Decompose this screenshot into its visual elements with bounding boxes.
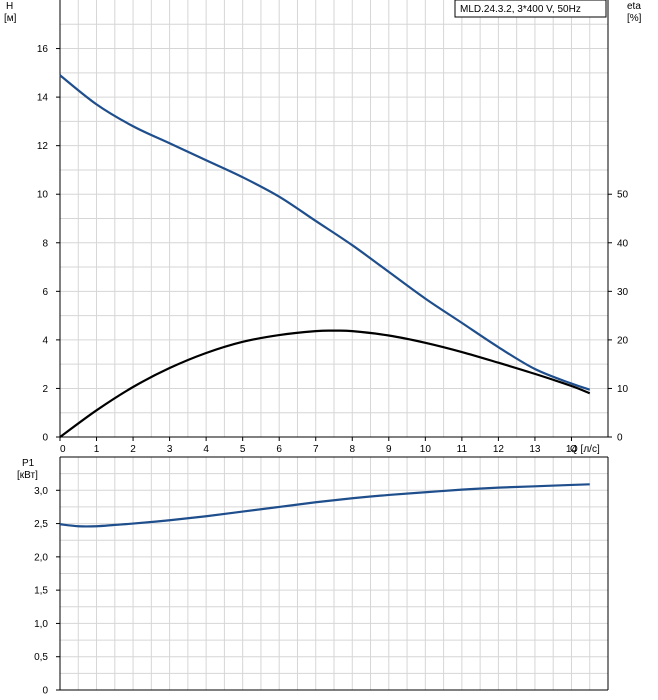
power-axis-unit: [кВт] [17,470,38,481]
head-curve [59,74,591,391]
legend: MLD.24.3.2, 3*400 V, 50Hz [454,0,607,18]
head-axis-label: H [6,1,13,12]
flow-x-tick-label: 12 [493,444,505,455]
power-y-tick-label: 0 [42,686,48,697]
eta-y-tick-label: 0 [617,433,623,444]
head-chart-grid [60,0,608,437]
power-y-tick-label: 2,0 [34,552,48,563]
flow-x-tick-label: 9 [386,444,392,455]
eta-y-tick-label: 40 [617,238,629,249]
flow-x-tick-label: 14 [566,444,578,455]
head-y-tick-label: 6 [42,287,48,298]
head-y-tick-label: 14 [37,93,49,104]
power-y-tick-label: 3,0 [34,486,48,497]
head-y-tick-label: 0 [42,433,48,444]
power-y-tick-label: 1,5 [34,586,48,597]
head-y-tick-label: 16 [37,44,49,55]
flow-x-tick-label: 5 [240,444,246,455]
flow-x-tick-label: 4 [203,444,209,455]
eta-axis-label: eta [627,1,641,12]
flow-x-tick-label: 0 [60,444,66,455]
efficiency-curve [59,329,591,438]
legend-label: MLD.24.3.2, 3*400 V, 50Hz [460,4,581,15]
power-curve [59,483,590,528]
power-y-tick-label: 2,5 [34,519,48,530]
head-chart-axes [59,0,609,438]
power-chart-axes [59,456,609,691]
power-chart: 0 0,5 1,0 1,5 2,0 2,5 3,0 P1 [кВт] [17,456,609,697]
head-chart-series [59,74,591,438]
eta-axis-unit: [%] [627,13,642,24]
head-y-tick-label: 10 [37,190,49,201]
flow-x-tick-label: 10 [420,444,432,455]
flow-x-tick-label: 2 [130,444,136,455]
head-axis-unit: [м] [4,13,17,24]
eta-y-tick-label: 20 [617,335,629,346]
eta-y-tick-label: 30 [617,287,629,298]
power-chart-grid [60,457,608,690]
flow-x-tick-label: 7 [313,444,319,455]
flow-x-tick-label: 13 [529,444,541,455]
head-y-tick-label: 2 [42,384,48,395]
power-axis-label: P1 [22,458,35,469]
head-y-tick-label: 8 [42,238,48,249]
head-y-tick-label: 4 [42,335,48,346]
flow-x-tick-label: 1 [94,444,100,455]
flow-x-tick-label: 3 [167,444,173,455]
power-chart-series [59,483,590,528]
flow-x-tick-label: 11 [457,444,468,455]
power-y-tick-label: 0,5 [34,652,48,663]
power-y-tick-label: 1,0 [34,619,48,630]
flow-x-tick-label: 6 [276,444,282,455]
flow-x-tick-label: 8 [349,444,355,455]
flow-axis-label: Q [л/с] [570,444,600,455]
power-chart-ticks: 0 0,5 1,0 1,5 2,0 2,5 3,0 [34,486,60,697]
head-y-tick-label: 12 [37,141,49,152]
eta-y-tick-label: 50 [617,190,629,201]
eta-y-tick-label: 10 [617,384,629,395]
legend-box [454,0,607,18]
